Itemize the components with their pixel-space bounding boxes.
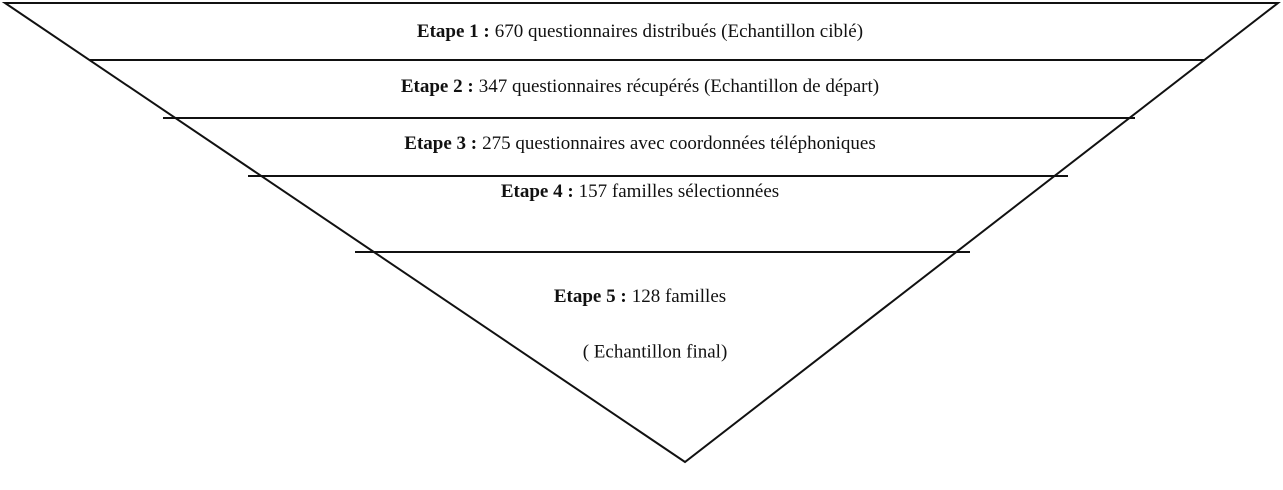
stage-label: Etape 5 : bbox=[554, 286, 627, 307]
stage-label: Etape 4 : bbox=[501, 181, 574, 202]
stage-text: Etape 1 :670 questionnaires distribués (… bbox=[417, 21, 863, 42]
stage-description: 347 questionnaires récupérés (Echantillo… bbox=[479, 76, 879, 97]
stage-text: Etape 5 :128 familles bbox=[554, 286, 726, 307]
stage-note: ( Echantillon final) bbox=[583, 341, 728, 362]
stage-text: Etape 4 :157 familles sélectionnées bbox=[501, 181, 779, 202]
stage-label: Etape 1 : bbox=[417, 21, 490, 42]
stage-description: 128 familles bbox=[632, 286, 726, 307]
stage-labels: Etape 1 :670 questionnaires distribués (… bbox=[401, 21, 879, 362]
stage-description: 670 questionnaires distribués (Echantill… bbox=[495, 21, 863, 42]
stage-text: Etape 2 :347 questionnaires récupérés (E… bbox=[401, 76, 879, 97]
stage-description: 275 questionnaires avec coordonnées télé… bbox=[482, 133, 876, 154]
stage-text: Etape 3 :275 questionnaires avec coordon… bbox=[404, 133, 875, 154]
stage-label: Etape 3 : bbox=[404, 133, 477, 154]
funnel-outline bbox=[1, 1, 1281, 464]
stage-label: Etape 2 : bbox=[401, 76, 474, 97]
stage-description: 157 familles sélectionnées bbox=[579, 181, 780, 202]
